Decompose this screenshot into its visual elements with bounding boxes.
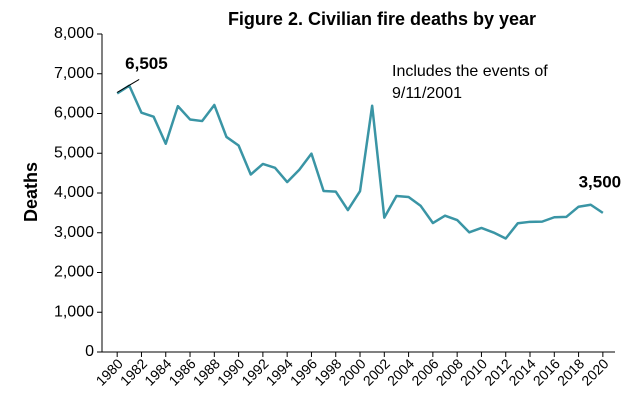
y-tick-label: 5,000	[54, 144, 94, 161]
y-tick-label: 0	[85, 343, 94, 360]
x-tick-label: 2020	[578, 355, 611, 388]
value-label: 3,500	[579, 172, 622, 191]
y-tick-label: 3,000	[54, 224, 94, 241]
label-leader	[116, 78, 140, 93]
y-tick-label: 6,000	[54, 105, 94, 122]
data-line	[116, 84, 604, 240]
chart-title: Figure 2. Civilian fire deaths by year	[228, 9, 536, 29]
y-tick-label: 2,000	[54, 264, 94, 281]
y-tick-label: 7,000	[54, 65, 94, 82]
y-tick-label: 1,000	[54, 303, 94, 320]
y-tick-label: 8,000	[54, 25, 94, 42]
value-label: 6,505	[125, 54, 168, 73]
y-tick-label: 4,000	[54, 184, 94, 201]
annotation: 9/11/2001	[392, 85, 462, 102]
y-axis-label: Deaths	[21, 162, 41, 222]
annotation: Includes the events of	[392, 63, 548, 80]
